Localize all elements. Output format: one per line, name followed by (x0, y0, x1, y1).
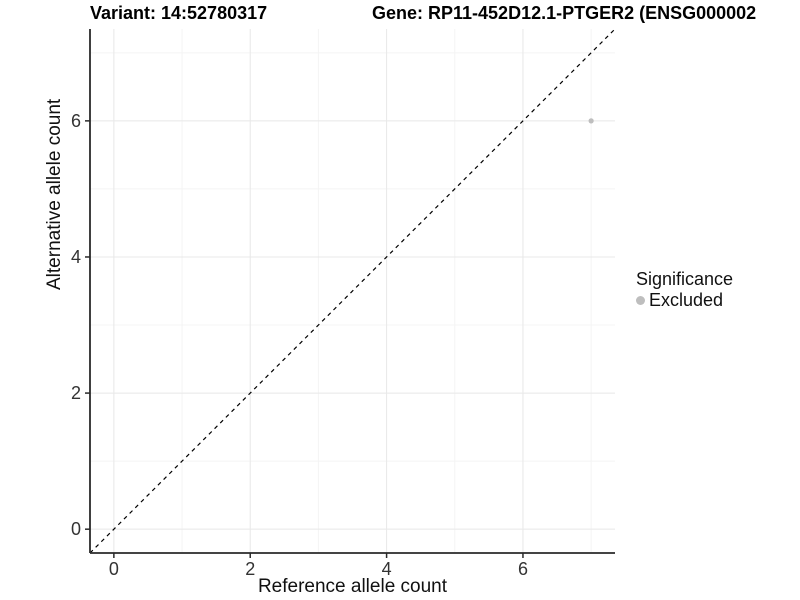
x-tick-label: 6 (518, 559, 528, 579)
legend-point-icon (636, 296, 645, 305)
y-tick-label: 2 (71, 383, 81, 403)
identity-dashed-line (89, 28, 616, 554)
data-point (588, 118, 594, 124)
x-axis-title: Reference allele count (257, 576, 448, 597)
plot-title-variant: Variant: 14:52780317 (90, 3, 268, 23)
y-tick-label: 0 (71, 519, 81, 539)
legend-item-excluded: Excluded (636, 290, 733, 311)
x-tick-label: 0 (109, 559, 119, 579)
legend-title: Significance (636, 269, 734, 289)
y-tick-label: 6 (71, 111, 81, 131)
plot-title-gene: Gene: RP11-452D12.1-PTGER2 (ENSG000002 (372, 3, 757, 23)
y-tick-label: 4 (71, 247, 81, 267)
x-tick-label: 2 (245, 559, 255, 579)
x-tick-label: 4 (382, 559, 392, 579)
legend-item-label: Excluded (649, 290, 724, 310)
legend: Significance Excluded (636, 268, 733, 311)
